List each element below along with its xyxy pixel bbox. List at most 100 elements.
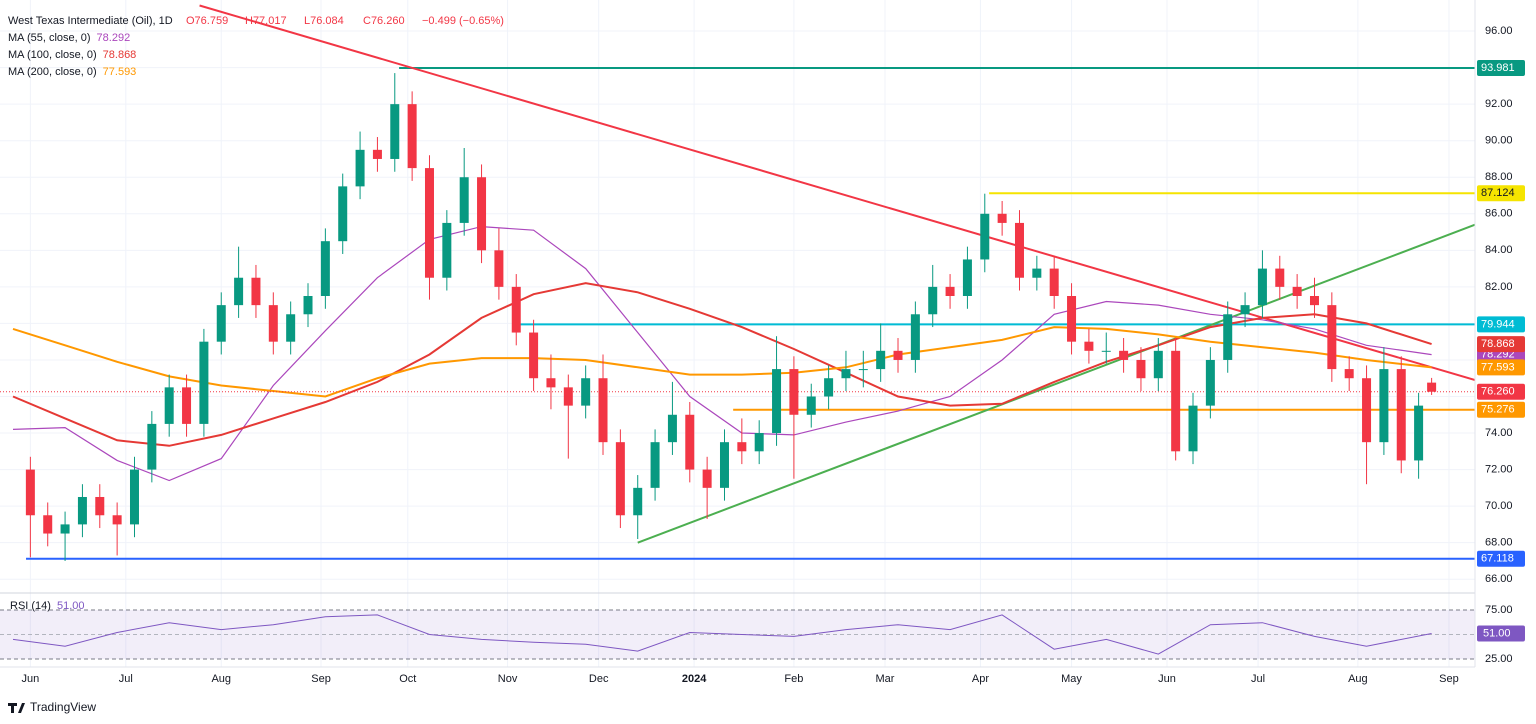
candle-body bbox=[216, 305, 226, 342]
y-tick-label: 86.00 bbox=[1485, 208, 1513, 220]
price-badge-label: 77.593 bbox=[1481, 361, 1515, 373]
x-tick-label: Jul bbox=[119, 673, 133, 685]
price-badge-label: 87.124 bbox=[1481, 187, 1515, 199]
candle-body bbox=[980, 213, 990, 260]
price-badge bbox=[1477, 550, 1525, 567]
candle-body bbox=[234, 277, 244, 306]
candle-body bbox=[615, 442, 625, 516]
candle-body bbox=[1101, 350, 1111, 352]
legend: West Texas Intermediate (Oil), 1D O76.75… bbox=[8, 15, 504, 78]
moving-average bbox=[12, 282, 1432, 447]
moving-average bbox=[12, 326, 1432, 398]
candle-body bbox=[147, 423, 157, 470]
candle-body bbox=[338, 186, 348, 242]
candle-body bbox=[182, 387, 192, 424]
candle-body bbox=[667, 414, 677, 443]
candle-body bbox=[598, 378, 608, 443]
candle-body bbox=[824, 378, 834, 397]
y-tick-label: 96.00 bbox=[1485, 25, 1513, 37]
candle-body bbox=[1379, 369, 1389, 443]
x-tick-label: Oct bbox=[399, 673, 416, 685]
x-tick-label: 2024 bbox=[682, 673, 707, 685]
candle-body bbox=[1327, 305, 1337, 370]
x-tick-label: Sep bbox=[311, 673, 331, 685]
candle-body bbox=[1067, 296, 1077, 342]
candle-body bbox=[581, 378, 591, 406]
x-tick-label: Aug bbox=[1348, 673, 1368, 685]
price-badge bbox=[1477, 383, 1525, 400]
rsi-tick-label: 75.00 bbox=[1485, 604, 1513, 616]
candle-body bbox=[754, 433, 764, 452]
candle-body bbox=[945, 286, 955, 296]
candle-body bbox=[1257, 268, 1267, 306]
y-tick-label: 90.00 bbox=[1485, 135, 1513, 147]
legend-value: 77.593 bbox=[103, 66, 137, 78]
candle-body bbox=[685, 414, 695, 470]
candle-body bbox=[1240, 305, 1250, 315]
candle-body bbox=[997, 213, 1007, 223]
x-tick-label: May bbox=[1061, 673, 1082, 685]
candle-body bbox=[424, 168, 434, 278]
candle-body bbox=[477, 177, 487, 251]
rsi-badge bbox=[1477, 625, 1525, 642]
candle-body bbox=[286, 314, 296, 342]
y-tick-label: 92.00 bbox=[1485, 98, 1513, 110]
candle-body bbox=[355, 149, 365, 187]
price-badge-label: 78.868 bbox=[1481, 338, 1515, 350]
candle-body bbox=[511, 286, 521, 333]
candle-body bbox=[841, 369, 851, 379]
price-badge-label: 79.944 bbox=[1481, 318, 1515, 330]
candle-body bbox=[529, 332, 539, 379]
candle-body bbox=[962, 259, 972, 296]
candle-body bbox=[1362, 378, 1372, 443]
candle-body bbox=[25, 469, 35, 516]
price-badge bbox=[1477, 336, 1525, 353]
rsi-pane bbox=[0, 609, 1475, 660]
moving-average bbox=[12, 225, 1432, 482]
candle-body bbox=[806, 396, 816, 415]
candle-body bbox=[1344, 369, 1354, 379]
ohlc-open: O76.759 bbox=[186, 15, 228, 27]
price-badge bbox=[1477, 316, 1525, 333]
candle-body bbox=[372, 149, 382, 159]
candle-body bbox=[1136, 359, 1146, 379]
candle-body bbox=[303, 296, 313, 315]
x-tick-label: Mar bbox=[876, 673, 895, 685]
candle-body bbox=[1427, 382, 1437, 392]
candle-body bbox=[164, 387, 174, 424]
x-tick-label: Aug bbox=[211, 673, 231, 685]
candle-body bbox=[77, 496, 87, 525]
candle-body bbox=[1032, 268, 1042, 278]
brand: TradingView bbox=[8, 700, 96, 714]
candle-body bbox=[43, 515, 53, 534]
x-tick-label: Jun bbox=[1158, 673, 1176, 685]
price-badge-label: 67.118 bbox=[1481, 553, 1514, 565]
price-badge bbox=[1477, 59, 1525, 76]
rsi-tick-label: 25.00 bbox=[1485, 653, 1513, 665]
candle-body bbox=[1153, 350, 1163, 379]
candle-body bbox=[442, 222, 452, 278]
candle-body bbox=[893, 350, 903, 360]
candle-body bbox=[876, 350, 886, 370]
ohlc-close: C76.260 bbox=[363, 15, 405, 27]
candle-body bbox=[650, 442, 660, 488]
x-tick-label: Jul bbox=[1251, 673, 1265, 685]
ohlc-high: H77.017 bbox=[245, 15, 287, 27]
y-tick-label: 70.00 bbox=[1485, 500, 1513, 512]
candle-body bbox=[268, 305, 278, 342]
candle-body bbox=[251, 277, 261, 306]
x-tick-label: Jun bbox=[21, 673, 39, 685]
candle-body bbox=[858, 369, 868, 371]
candle-body bbox=[737, 442, 747, 452]
candle-body bbox=[95, 496, 105, 516]
candle-body bbox=[1188, 405, 1198, 452]
symbol-title: West Texas Intermediate (Oil), 1D bbox=[8, 15, 173, 27]
candle-body bbox=[546, 378, 556, 388]
legend-name: MA (100, close, 0) bbox=[8, 49, 97, 61]
rsi-title: RSI (14) bbox=[10, 600, 51, 612]
axes: 66.0068.0070.0072.0074.0076.0078.0080.00… bbox=[10, 25, 1525, 685]
price-badge bbox=[1477, 185, 1525, 202]
y-tick-label: 74.00 bbox=[1485, 427, 1513, 439]
